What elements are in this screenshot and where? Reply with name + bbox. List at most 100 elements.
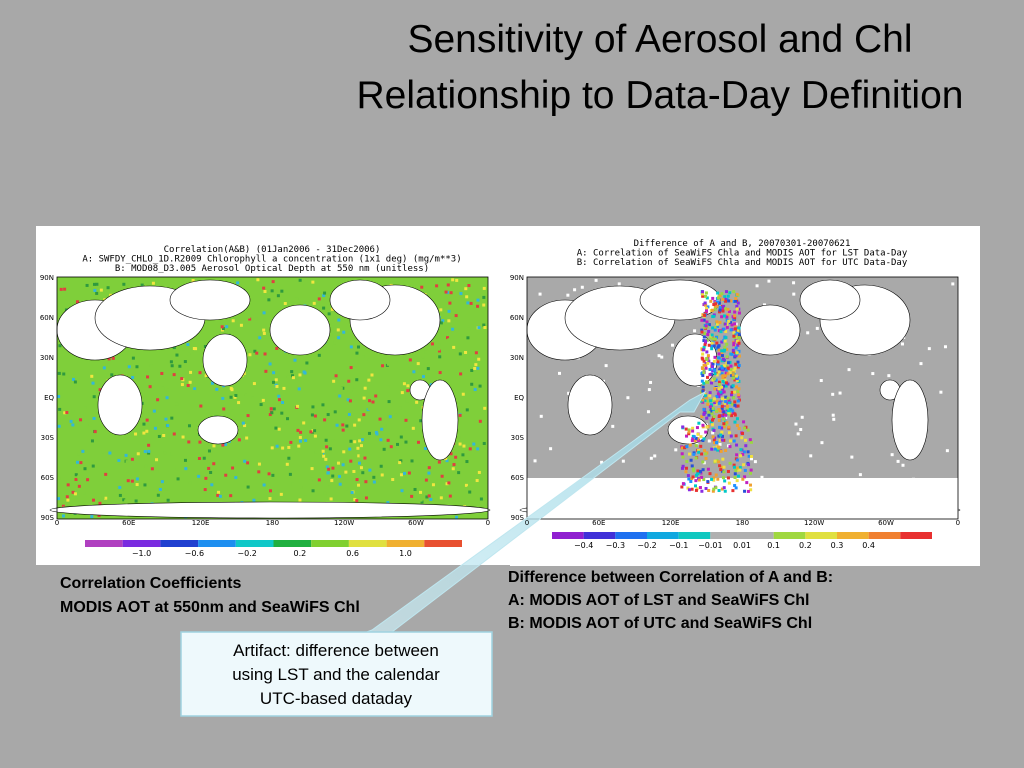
map-texture (92, 498, 96, 502)
map-texture (346, 398, 350, 402)
map-texture (66, 483, 70, 487)
artifact-strip (724, 448, 728, 452)
artifact-strip (704, 456, 708, 460)
map-texture (468, 447, 472, 451)
map-texture (350, 491, 354, 495)
artifact-strip (696, 437, 700, 441)
map-texture (246, 485, 250, 489)
artifact-strip (702, 381, 706, 385)
map-texture (342, 450, 346, 454)
lat-label: 60S (511, 474, 525, 482)
map-texture (482, 323, 486, 327)
artifact-strip (713, 441, 717, 445)
artifact-strip (734, 333, 738, 337)
map-texture (175, 467, 179, 471)
artifact-strip (713, 368, 717, 372)
map-texture (919, 362, 923, 366)
artifact-strip (715, 459, 719, 463)
map-texture (237, 401, 241, 405)
map-texture (349, 352, 353, 356)
map-texture (255, 351, 259, 355)
map-texture (253, 349, 257, 353)
map-texture (386, 411, 390, 415)
map-texture (820, 441, 824, 445)
map-texture (261, 398, 265, 402)
map-texture (353, 423, 357, 427)
artifact-strip (703, 449, 707, 453)
colorbar-label: −1.0 (132, 549, 151, 558)
map-texture (299, 444, 303, 448)
map-texture (359, 466, 363, 470)
map-texture (103, 286, 107, 290)
map-texture (290, 370, 294, 374)
artifact-strip (718, 308, 722, 312)
map-texture (435, 479, 439, 483)
artifact-strip (704, 396, 708, 400)
map-texture (188, 481, 192, 485)
artifact-strip (733, 378, 737, 382)
artifact-strip (718, 414, 722, 418)
artifact-strip (710, 344, 714, 348)
artifact-strip (736, 365, 740, 369)
map-texture (338, 474, 342, 478)
map-texture (347, 396, 351, 400)
map-texture (445, 459, 449, 463)
map-texture (203, 488, 207, 492)
artifact-strip (697, 478, 701, 482)
map-texture (322, 306, 326, 310)
map-texture (405, 399, 409, 403)
map-texture (283, 302, 287, 306)
map-texture (819, 379, 823, 383)
artifact-strip (723, 297, 727, 301)
lat-label: EQ (44, 394, 54, 402)
colorbar-segment (424, 540, 462, 547)
map-texture (86, 478, 90, 482)
artifact-strip (724, 299, 728, 303)
artifact-strip (736, 474, 740, 478)
artifact-strip (728, 371, 732, 375)
lat-label: 30S (511, 434, 525, 442)
artifact-strip (733, 316, 737, 320)
map-texture (323, 291, 327, 295)
map-texture (364, 480, 368, 484)
map-texture (152, 409, 156, 413)
map-texture (341, 428, 345, 432)
artifact-strip (724, 329, 728, 333)
artifact-strip (736, 343, 740, 347)
map-texture (831, 392, 835, 396)
artifact-strip (704, 362, 708, 366)
artifact-strip (727, 425, 731, 429)
artifact-strip (716, 345, 720, 349)
map-texture (322, 454, 326, 458)
map-texture (288, 472, 292, 476)
map-texture (170, 416, 174, 420)
map-texture (336, 461, 340, 465)
map-texture (413, 487, 417, 491)
map-texture (457, 435, 461, 439)
map-texture (799, 427, 803, 431)
map-texture (468, 442, 472, 446)
map-texture (298, 278, 302, 282)
artifact-strip (731, 489, 735, 493)
artifact-strip (708, 373, 712, 377)
map-texture (760, 475, 764, 479)
artifact-strip (739, 448, 743, 452)
artifact-strip (735, 466, 739, 470)
artifact-strip (723, 322, 727, 326)
map-texture (187, 440, 191, 444)
artifact-strip (680, 446, 684, 450)
map-texture (533, 459, 537, 463)
artifact-strip (706, 375, 710, 379)
map-texture (262, 286, 266, 290)
artifact-strip (720, 315, 724, 319)
map-texture (71, 423, 75, 427)
artifact-strip (680, 485, 684, 489)
map-texture (299, 485, 303, 489)
artifact-strip (703, 341, 707, 345)
artifact-strip (736, 360, 740, 364)
map-texture (467, 486, 471, 490)
map-texture (604, 364, 608, 368)
map-texture (73, 380, 77, 384)
artifact-strip (736, 404, 740, 408)
map-frame (56, 276, 489, 520)
